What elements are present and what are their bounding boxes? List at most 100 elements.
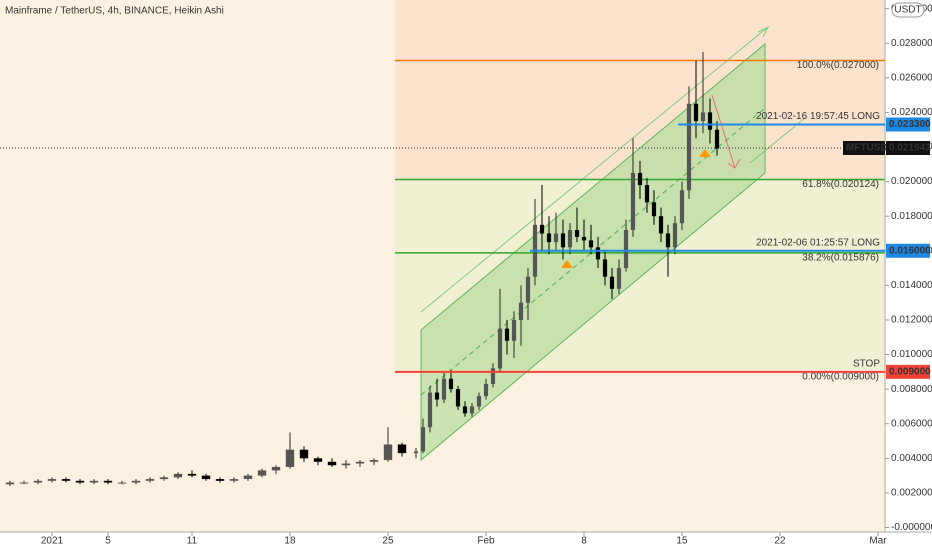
y-tick-label: 0.004000 xyxy=(891,453,932,464)
price-badge xyxy=(886,364,930,379)
candle-body xyxy=(313,458,323,462)
candle-body xyxy=(567,230,573,248)
y-tick-label: -0.000000 xyxy=(891,522,932,533)
position-label: 2021-02-16 19:57:45 LONG xyxy=(756,111,880,122)
chart-title: Mainframe / TetherUS, 4h, BINANCE, Heiki… xyxy=(5,6,224,17)
candle-body xyxy=(413,451,419,454)
candle-body xyxy=(693,103,699,122)
candle-body xyxy=(117,482,127,484)
price-badge-label: 0.016000 xyxy=(889,245,931,256)
candle-body xyxy=(75,480,85,483)
y-tick-label: 0.028000 xyxy=(891,38,932,49)
currency-badge xyxy=(891,2,925,18)
candle-body xyxy=(383,444,393,461)
candle-body xyxy=(672,223,678,248)
y-tick-label: 0.014000 xyxy=(891,280,932,291)
candle-body xyxy=(574,230,580,237)
x-tick-label: 25 xyxy=(382,536,394,547)
candle-body xyxy=(173,473,183,478)
x-tick-label: 8 xyxy=(581,536,587,547)
position-label: STOP xyxy=(853,358,880,369)
symbol-badge xyxy=(843,140,885,155)
candle-body xyxy=(243,475,253,480)
candle-body xyxy=(588,240,594,248)
candle-body xyxy=(511,319,517,341)
fib-label: 61.8%(0.020124) xyxy=(802,179,879,190)
buy-marker xyxy=(561,260,573,268)
y-tick-label: 0.008000 xyxy=(891,384,932,395)
x-tick-label: Feb xyxy=(477,536,495,547)
candle-body xyxy=(159,477,169,480)
candle-body xyxy=(658,216,664,234)
candle-body xyxy=(483,383,489,397)
candle-body xyxy=(455,389,461,407)
channel-outer xyxy=(420,26,769,313)
candle-body xyxy=(560,233,566,248)
candle-body xyxy=(497,328,503,369)
candle-body xyxy=(504,328,510,341)
channel-arrow xyxy=(757,25,770,38)
candle-body xyxy=(602,259,608,277)
y-tick-label: 0.020000 xyxy=(891,176,932,187)
candle-body xyxy=(700,112,706,122)
projection-arrow xyxy=(711,94,736,169)
candle-body xyxy=(271,466,281,471)
candle-body xyxy=(623,230,629,269)
candle-body xyxy=(441,378,447,400)
projection-arrowhead xyxy=(727,158,741,169)
x-tick-label: 22 xyxy=(774,536,786,547)
candle-body xyxy=(462,406,468,414)
price-badge xyxy=(886,117,930,132)
candle-body xyxy=(229,479,239,481)
position-label: 2021-02-06 01:25:57 LONG xyxy=(756,237,880,248)
candle-body xyxy=(476,396,482,407)
candle-body xyxy=(595,247,601,260)
candle-body xyxy=(518,302,524,320)
symbol-label: MFTUSDT xyxy=(846,143,894,154)
candle-body xyxy=(714,129,720,149)
x-tick-label: 15 xyxy=(676,536,688,547)
y-tick-label: 0.018000 xyxy=(891,211,932,222)
candle-body xyxy=(609,276,615,289)
y-tick-label: 0.010000 xyxy=(891,349,932,360)
candle-body xyxy=(355,461,365,464)
candle-body xyxy=(89,480,99,483)
candle-body xyxy=(103,480,113,483)
buy-marker xyxy=(699,149,711,157)
candle-body xyxy=(299,449,309,459)
candle-body xyxy=(581,236,587,241)
candle-body xyxy=(420,427,426,452)
candle-body xyxy=(131,480,141,483)
candle-body xyxy=(215,479,225,481)
candle-body xyxy=(187,473,197,476)
candle-body xyxy=(145,479,155,481)
price-badge-label: 0.023300 xyxy=(889,119,931,130)
x-tick-label: Mar xyxy=(869,536,887,547)
y-tick-label: 0.002000 xyxy=(891,488,932,499)
candle-body xyxy=(616,268,622,289)
candle-body xyxy=(490,368,496,384)
candle-body xyxy=(61,479,71,481)
y-tick-label: 0.006000 xyxy=(891,418,932,429)
x-tick-label: 11 xyxy=(187,536,198,547)
candle-body xyxy=(47,479,57,481)
candle-body xyxy=(651,202,657,217)
y-tick-label: 0.024000 xyxy=(891,107,932,118)
candle-body xyxy=(707,112,713,130)
candle-body xyxy=(679,190,685,224)
fib-label: 100.0%(0.027000) xyxy=(797,60,879,71)
candle-body xyxy=(630,172,636,231)
candle-body xyxy=(644,185,650,203)
candle-body xyxy=(448,378,454,390)
price-badge xyxy=(886,243,930,258)
fib-label: 0.00%(0.009000) xyxy=(802,371,879,382)
last-price-badge xyxy=(886,140,930,155)
candle-body xyxy=(285,449,295,467)
candle-body xyxy=(553,233,559,243)
candle-body xyxy=(637,172,643,186)
candle-body xyxy=(525,276,531,303)
price-badge-label: 0.009000 xyxy=(889,366,931,377)
candle-body xyxy=(19,482,29,484)
y-tick-label: 0.012000 xyxy=(891,315,932,326)
